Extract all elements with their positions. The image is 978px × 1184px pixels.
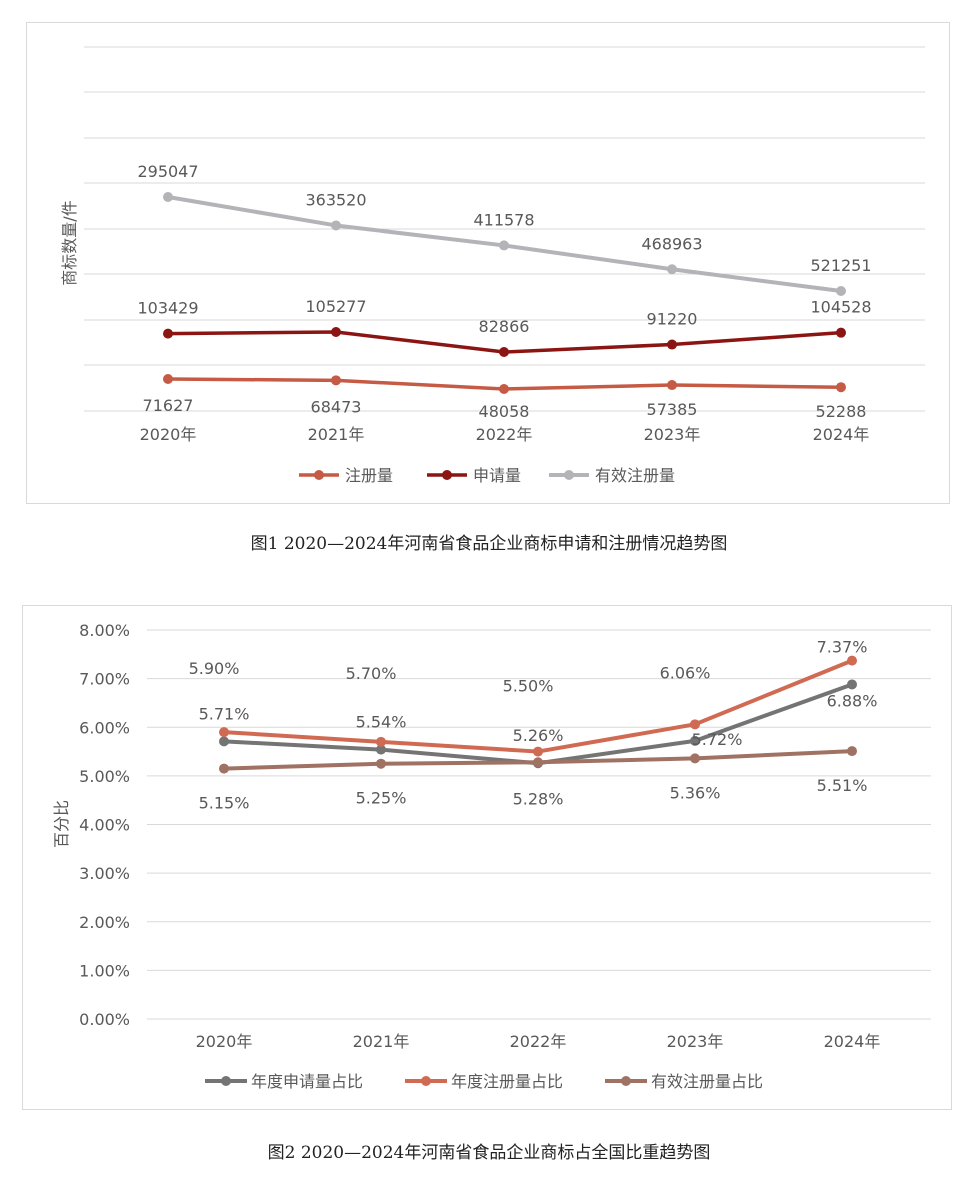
figure1-caption: 图1 2020—2024年河南省食品企业商标申请和注册情况趋势图 — [250, 534, 728, 554]
data-label: 105277 — [305, 297, 366, 316]
x-tick-label: 2023年 — [667, 1032, 724, 1051]
data-point — [331, 327, 341, 337]
data-label: 48058 — [479, 402, 530, 421]
x-tick-label: 2022年 — [510, 1032, 567, 1051]
data-label: 5.15% — [199, 794, 250, 813]
data-label: 91220 — [647, 310, 698, 329]
y-axis-title: 商标数量/件 — [60, 200, 79, 285]
data-label: 5.28% — [513, 789, 564, 808]
data-point — [667, 264, 677, 275]
data-point — [331, 220, 341, 231]
data-point — [376, 758, 386, 769]
y-tick-label: 2.00% — [79, 913, 130, 932]
data-point — [499, 240, 509, 251]
chart1-svg: 商标数量/件 2020年 2021年 2022年 2023年 2024年 295047 363… — [60, 46, 925, 485]
data-point — [376, 744, 386, 755]
chart-national-share: 0.00% 1.00% 2.00% 3.00% 4.00% 5.00% 6.00% 7.00%… — [22, 605, 952, 1110]
y-tick-label: 4.00% — [79, 816, 130, 835]
legend-marker — [421, 1076, 431, 1086]
data-label: 82866 — [479, 317, 530, 336]
data-point — [847, 746, 857, 757]
legend-label: 注册量 — [345, 466, 393, 485]
data-point — [533, 757, 543, 768]
data-label: 68473 — [311, 397, 362, 416]
data-label: 5.51% — [817, 776, 868, 795]
y-tick-label: 8.00% — [79, 621, 130, 640]
data-point — [836, 382, 846, 393]
chart2-svg: 0.00% 1.00% 2.00% 3.00% 4.00% 5.00% 6.00% 7.00%… — [52, 621, 931, 1091]
data-point — [376, 736, 386, 747]
data-point — [847, 679, 857, 690]
data-point — [690, 735, 700, 746]
data-label: 5.26% — [513, 726, 564, 745]
data-label: 5.36% — [670, 783, 721, 802]
data-label: 71627 — [143, 396, 194, 415]
legend-label: 申请量 — [473, 466, 521, 485]
data-point — [667, 339, 677, 350]
y-tick-label: 1.00% — [79, 961, 130, 980]
data-point — [690, 719, 700, 730]
legend-marker — [314, 470, 324, 480]
x-tick-label: 2020年 — [140, 425, 197, 444]
data-label: 5.90% — [189, 659, 240, 678]
x-tick-label: 2020年 — [196, 1032, 253, 1051]
data-label: 5.70% — [346, 664, 397, 683]
x-tick-label: 2022年 — [476, 425, 533, 444]
y-tick-label: 3.00% — [79, 864, 130, 883]
data-point — [836, 327, 846, 338]
figure2-caption: 图2 2020—2024年河南省食品企业商标占全国比重趋势图 — [267, 1143, 711, 1163]
data-point — [219, 727, 229, 738]
legend-label: 有效注册量占比 — [651, 1072, 763, 1091]
legend-marker — [564, 470, 574, 480]
x-tick-label: 2021年 — [353, 1032, 410, 1051]
data-point — [847, 655, 857, 666]
x-tick-label: 2021年 — [308, 425, 365, 444]
data-label: 6.06% — [660, 663, 711, 682]
data-point — [163, 328, 173, 339]
data-label: 5.25% — [356, 789, 407, 808]
data-label: 5.54% — [356, 713, 407, 732]
y-axis-title: 百分比 — [52, 800, 71, 848]
data-point — [533, 746, 543, 757]
y-tick-label: 0.00% — [79, 1010, 130, 1029]
y-tick-label: 6.00% — [79, 718, 130, 737]
data-label: 5.72% — [692, 730, 743, 749]
data-label: 103429 — [137, 299, 198, 318]
data-label: 52288 — [816, 402, 867, 421]
data-point — [219, 763, 229, 774]
x-tick-label: 2023年 — [644, 425, 701, 444]
data-label: 57385 — [647, 400, 698, 419]
data-label: 363520 — [305, 190, 366, 209]
data-label: 5.50% — [503, 677, 554, 696]
data-label: 5.71% — [199, 704, 250, 723]
data-point — [499, 347, 509, 357]
legend-label: 年度注册量占比 — [451, 1072, 563, 1091]
legend-marker — [442, 470, 452, 480]
data-point — [499, 384, 509, 394]
data-label: 521251 — [810, 256, 871, 275]
data-point — [163, 374, 173, 384]
legend-label: 年度申请量占比 — [251, 1072, 363, 1091]
legend-label: 有效注册量 — [595, 466, 675, 485]
data-label: 295047 — [137, 162, 198, 181]
chart-trademark-counts: 商标数量/件 2020年 2021年 2022年 2023年 2024年 295047 363… — [26, 22, 950, 504]
data-point — [836, 286, 846, 296]
y-tick-label: 5.00% — [79, 767, 130, 786]
x-tick-label: 2024年 — [813, 425, 870, 444]
data-label: 6.88% — [827, 691, 878, 710]
legend-marker — [221, 1076, 231, 1086]
x-tick-label: 2024年 — [824, 1032, 881, 1051]
data-label: 468963 — [641, 234, 702, 253]
legend-marker — [621, 1076, 631, 1086]
data-point — [163, 192, 173, 202]
data-point — [219, 736, 229, 747]
data-point — [690, 753, 700, 764]
data-label: 104528 — [810, 298, 871, 317]
y-tick-label: 7.00% — [79, 670, 130, 689]
data-label: 7.37% — [817, 638, 868, 657]
data-point — [667, 380, 677, 391]
data-point — [331, 375, 341, 386]
data-label: 411578 — [473, 210, 534, 229]
